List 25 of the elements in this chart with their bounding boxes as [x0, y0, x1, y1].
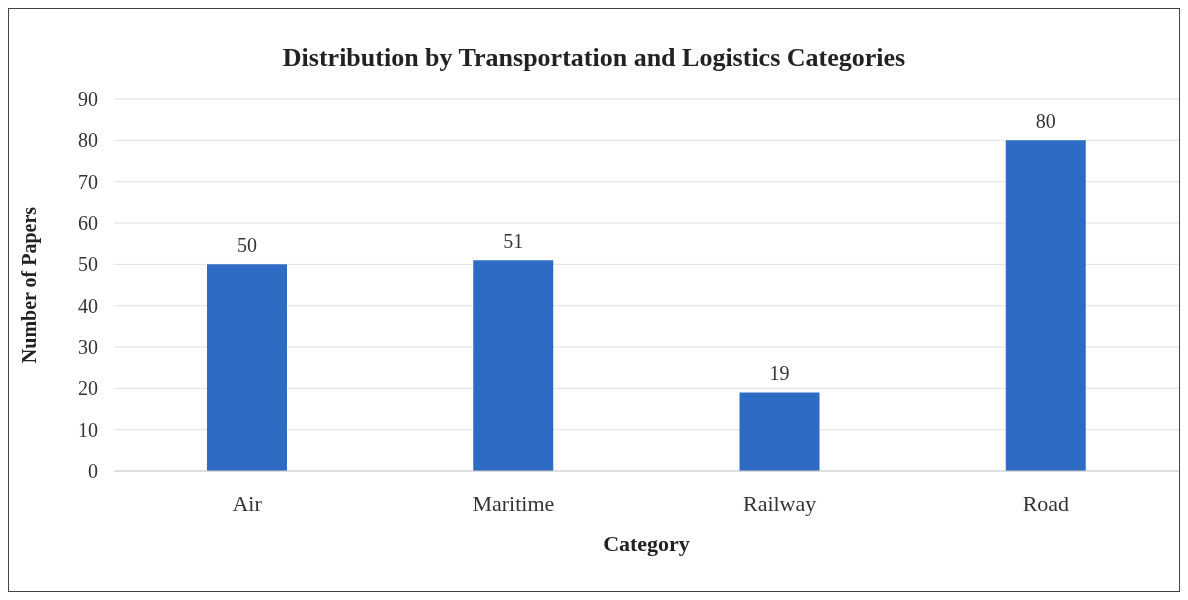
bar: [739, 392, 820, 471]
y-tick-label: 80: [78, 129, 98, 152]
data-label: 19: [769, 362, 790, 385]
x-tick-label: Maritime: [472, 490, 555, 516]
data-label: 51: [503, 230, 524, 253]
y-tick-label: 20: [78, 377, 98, 400]
x-tick-label: Railway: [742, 490, 817, 516]
y-axis-title: Number of Papers: [18, 206, 42, 364]
y-tick-label: 90: [78, 88, 98, 111]
data-label: 50: [237, 234, 257, 257]
y-tick-label: 40: [78, 294, 98, 317]
chart-title: Distribution by Transportation and Logistics Categories: [281, 43, 907, 73]
x-tick-label: Air: [232, 490, 263, 516]
x-axis-title: Category: [603, 531, 690, 556]
y-tick-label: 70: [78, 170, 98, 193]
y-tick-label: 60: [78, 212, 98, 235]
bar: [473, 260, 554, 471]
y-tick-label: 50: [78, 253, 98, 276]
data-label: 80: [1035, 110, 1056, 133]
x-tick-label: Road: [1022, 490, 1070, 516]
y-tick-label: 0: [88, 460, 98, 483]
y-tick-label: 10: [78, 418, 98, 441]
bar: [1005, 140, 1086, 471]
y-tick-label: 30: [78, 336, 98, 359]
bar: [207, 264, 287, 471]
